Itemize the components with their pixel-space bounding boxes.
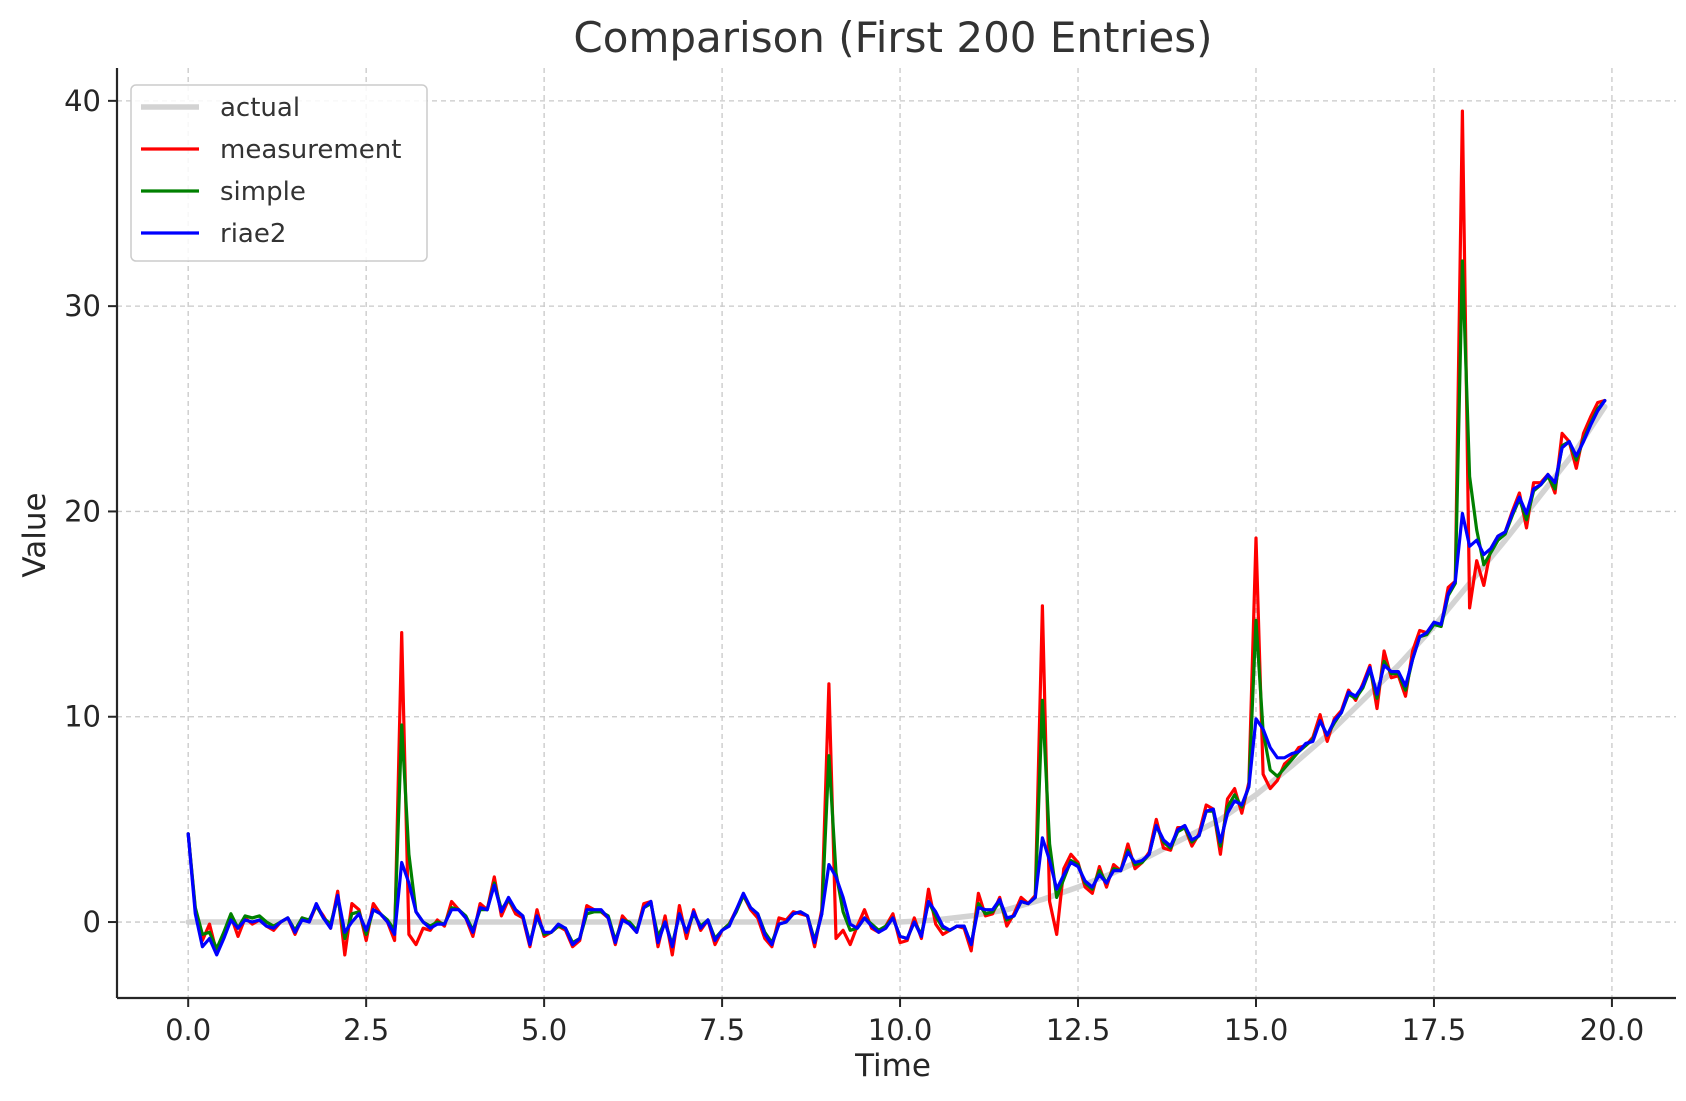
x-tick-label: 0.0 — [165, 1013, 211, 1047]
y-tick-label: 20 — [64, 494, 101, 528]
legend-label-simple: simple — [220, 177, 306, 207]
y-tick-label: 10 — [64, 700, 101, 734]
x-tick-label: 20.0 — [1580, 1013, 1645, 1047]
series-line-riae2 — [186, 399, 1607, 957]
x-tick-label: 7.5 — [699, 1013, 745, 1047]
legend: actual measurement simple riae2 — [130, 84, 428, 262]
x-tick-label: 2.5 — [343, 1013, 389, 1047]
legend-label-riae2: riae2 — [220, 219, 286, 249]
series-lines — [185, 109, 1608, 957]
y-tick-label: 0 — [83, 905, 101, 939]
grid-lines — [117, 68, 1676, 998]
x-tick-label: 15.0 — [1224, 1013, 1289, 1047]
x-tick-label: 12.5 — [1046, 1013, 1111, 1047]
x-tick-label: 5.0 — [521, 1013, 567, 1047]
x-tick-label: 10.0 — [868, 1013, 933, 1047]
legend-label-actual: actual — [220, 93, 300, 123]
chart-title: Comparison (First 200 Entries) — [573, 13, 1212, 62]
x-tick-label: 17.5 — [1402, 1013, 1467, 1047]
y-axis-label: Value — [17, 492, 53, 577]
x-axis-label: Time — [854, 1048, 931, 1084]
legend-label-measurement: measurement — [220, 135, 401, 165]
axes — [108, 68, 1676, 1007]
y-tick-label: 30 — [64, 289, 101, 323]
y-tick-label: 40 — [64, 84, 101, 118]
tick-labels: 0.0 2.5 5.0 7.5 10.0 12.5 15.0 17.5 20.0 0 10 20 30 4… — [64, 84, 1644, 1047]
legend-box — [130, 84, 428, 262]
